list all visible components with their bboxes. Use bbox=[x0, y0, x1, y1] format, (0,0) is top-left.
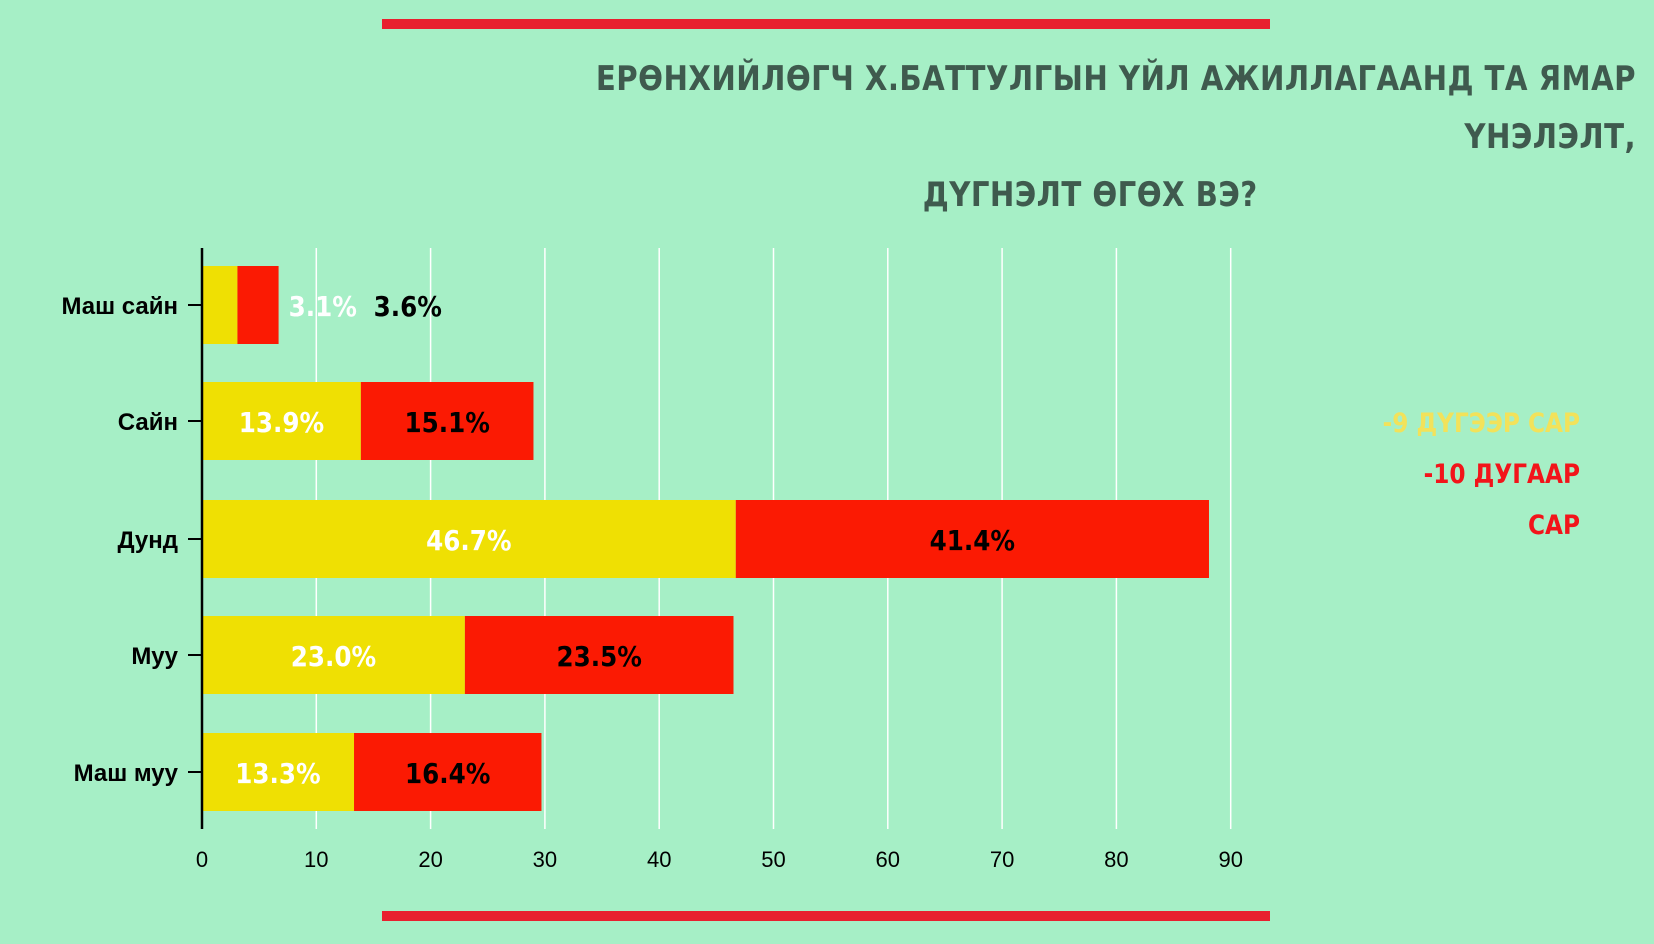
x-tick-label: 10 bbox=[304, 847, 328, 872]
data-label-october: 41.4% bbox=[930, 526, 1015, 558]
bar-october bbox=[237, 266, 279, 344]
chart-title: ЕРӨНХИЙЛӨГЧ Х.БАТТУЛГЫН ҮЙЛ АЖИЛЛАГААНД … bbox=[518, 50, 1636, 224]
bar-october bbox=[360, 382, 534, 460]
x-tick-label: 70 bbox=[990, 847, 1014, 872]
bar-october bbox=[354, 733, 542, 811]
data-label-september: 3.1% bbox=[289, 292, 357, 324]
y-tick-label: Муу bbox=[131, 643, 178, 670]
bar-october bbox=[464, 616, 734, 694]
legend-item-september: -9 ДҮГЭЭР САР bbox=[1382, 408, 1580, 439]
y-tick-label: Маш муу bbox=[74, 760, 179, 787]
legend: -9 ДҮГЭЭР САР -10 ДУГААР САР bbox=[1374, 398, 1580, 551]
x-tick-label: 60 bbox=[876, 847, 900, 872]
x-tick-label: 30 bbox=[533, 847, 557, 872]
y-tick-label: Дунд bbox=[118, 527, 178, 554]
bar-september bbox=[202, 266, 238, 344]
y-tick-label: Маш сайн bbox=[61, 293, 178, 320]
y-tick-label: Сайн bbox=[118, 409, 178, 436]
x-tick-label: 40 bbox=[647, 847, 671, 872]
bar-september bbox=[202, 382, 361, 460]
data-label-october: 16.4% bbox=[405, 759, 490, 791]
data-label-october: 15.1% bbox=[404, 408, 489, 440]
bottom-rule bbox=[382, 911, 1270, 921]
x-tick-label: 0 bbox=[196, 847, 208, 872]
bar-october bbox=[735, 500, 1209, 578]
data-label-september: 46.7% bbox=[426, 526, 511, 558]
x-tick-label: 80 bbox=[1104, 847, 1128, 872]
x-tick-label: 90 bbox=[1218, 847, 1242, 872]
bar-september bbox=[202, 500, 736, 578]
data-label-october: 23.5% bbox=[556, 642, 641, 674]
title-line-2: ДҮГНЭЛТ ӨГӨХ ВЭ? bbox=[922, 175, 1258, 215]
top-rule bbox=[382, 19, 1270, 29]
bar-september bbox=[202, 733, 355, 811]
data-label-october: 3.6% bbox=[374, 292, 442, 324]
data-label-september: 13.9% bbox=[239, 408, 324, 440]
data-label-september: 13.3% bbox=[235, 759, 320, 791]
title-line-1: ЕРӨНХИЙЛӨГЧ Х.БАТТУЛГЫН ҮЙЛ АЖИЛЛАГААНД … bbox=[595, 59, 1636, 157]
legend-item-october: -10 ДУГААР САР bbox=[1423, 459, 1580, 541]
x-tick-label: 20 bbox=[418, 847, 442, 872]
bar-september bbox=[202, 616, 465, 694]
x-tick-label: 50 bbox=[761, 847, 785, 872]
data-label-september: 23.0% bbox=[291, 642, 376, 674]
